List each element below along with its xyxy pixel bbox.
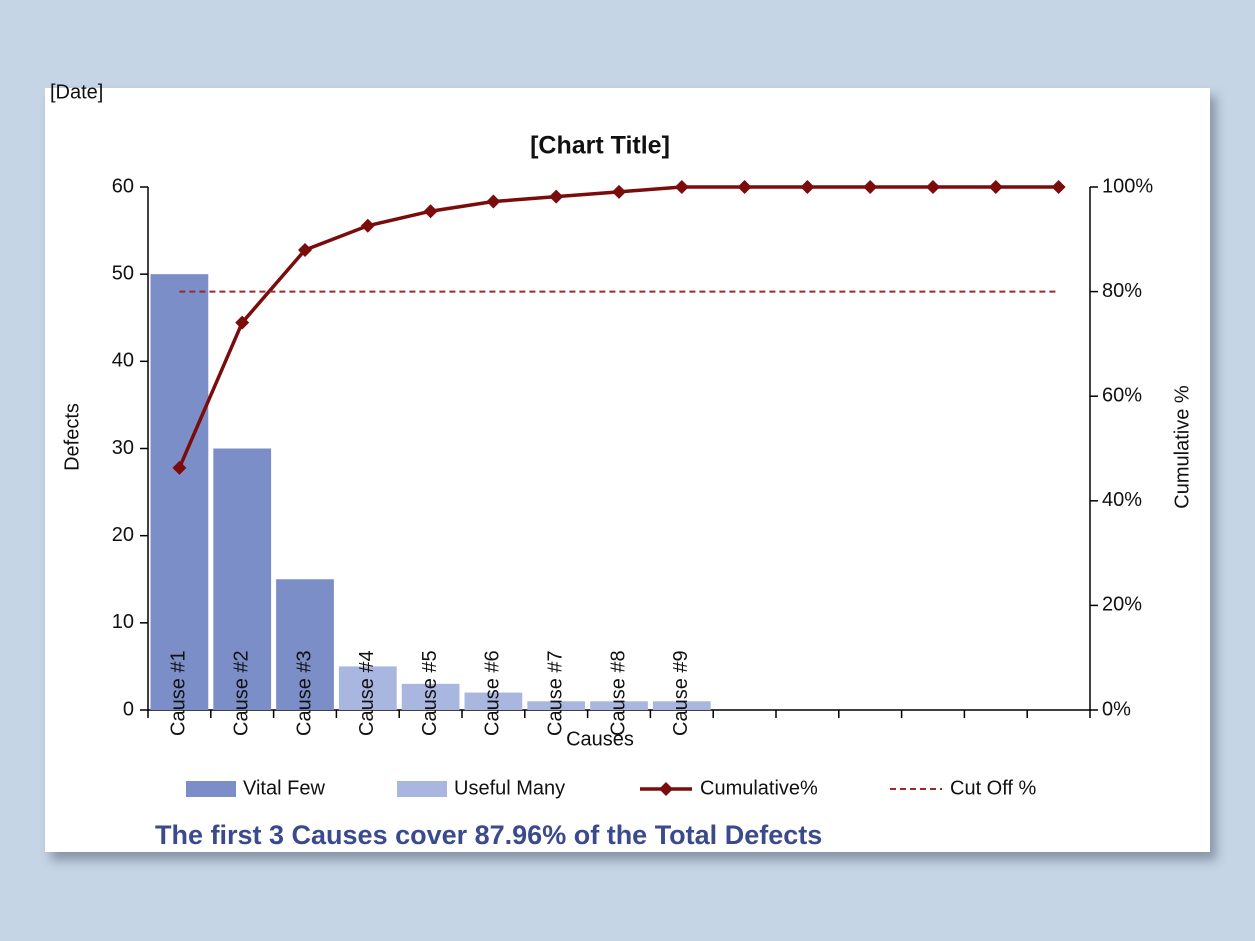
marker [926,180,940,194]
x-tick-label: Cause #2 [230,650,252,736]
marker [172,460,187,475]
x-tick-label: Cause #7 [544,650,566,736]
legend-label: Useful Many [454,777,565,799]
legend-label: Cut Off % [950,777,1037,799]
y2-tick-label: 60% [1102,384,1142,406]
y2-tick-label: 80% [1102,280,1142,302]
legend-label: Cumulative% [700,777,818,799]
chart-title: [Chart Title] [530,132,670,160]
marker [549,189,564,204]
y2-tick-label: 40% [1102,489,1142,511]
bar [213,448,272,710]
x-tick-label: Cause #6 [482,650,504,736]
marker [737,180,752,194]
bar [276,579,334,710]
marker [298,242,312,257]
marker [674,180,689,194]
x-tick-label: Cause #9 [670,650,692,736]
legend-swatch [186,781,236,797]
marker [612,184,626,199]
y-tick-label: 50 [112,262,134,284]
bar [464,692,523,710]
bar [338,666,397,710]
bar [401,683,460,710]
marker [360,218,375,233]
y2-tick-label: 0% [1102,698,1131,720]
marker [486,194,501,209]
marker [423,204,438,219]
y-axis-title: Defects [61,403,83,471]
marker [1051,180,1066,194]
bar [150,274,209,710]
x-tick-label: Cause #1 [168,650,190,736]
line [177,185,1059,469]
legend-label: Vital Few [243,777,325,799]
x-tick-label: Cause #5 [419,650,441,736]
y2-axis-title: Cumulative % [1171,385,1193,509]
x-tick-label: Cause #3 [293,650,315,736]
legend-swatch [397,781,447,797]
y-tick-label: 30 [112,437,134,459]
y-tick-label: 10 [112,611,134,633]
y-tick-label: 20 [112,524,134,546]
bar [652,701,711,710]
marker [988,180,1003,194]
bar [527,701,586,710]
date-label: [Date] [50,81,103,103]
y-tick-label: 60 [112,175,134,197]
x-tick-label: Cause #8 [607,650,629,736]
annotation: The first 3 Causes cover 87.96% of the T… [155,820,822,850]
y-tick-label: 0 [123,698,134,720]
y-tick-label: 40 [112,350,134,372]
y2-tick-label: 20% [1102,594,1142,616]
marker [863,180,878,194]
legend-marker [659,782,673,796]
y2-tick-label: 100% [1102,175,1153,197]
marker [235,315,250,330]
x-tick-label: Cause #4 [356,650,378,736]
bar [590,701,648,710]
x-axis-title: Causes [566,728,634,750]
marker [800,180,815,194]
